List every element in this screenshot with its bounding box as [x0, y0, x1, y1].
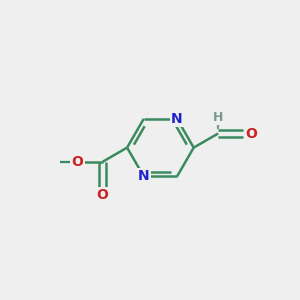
Text: O: O — [245, 127, 257, 140]
Text: O: O — [97, 188, 109, 202]
Text: N: N — [138, 169, 150, 184]
Text: O: O — [71, 155, 83, 169]
Text: H: H — [213, 111, 223, 124]
Text: N: N — [171, 112, 183, 126]
